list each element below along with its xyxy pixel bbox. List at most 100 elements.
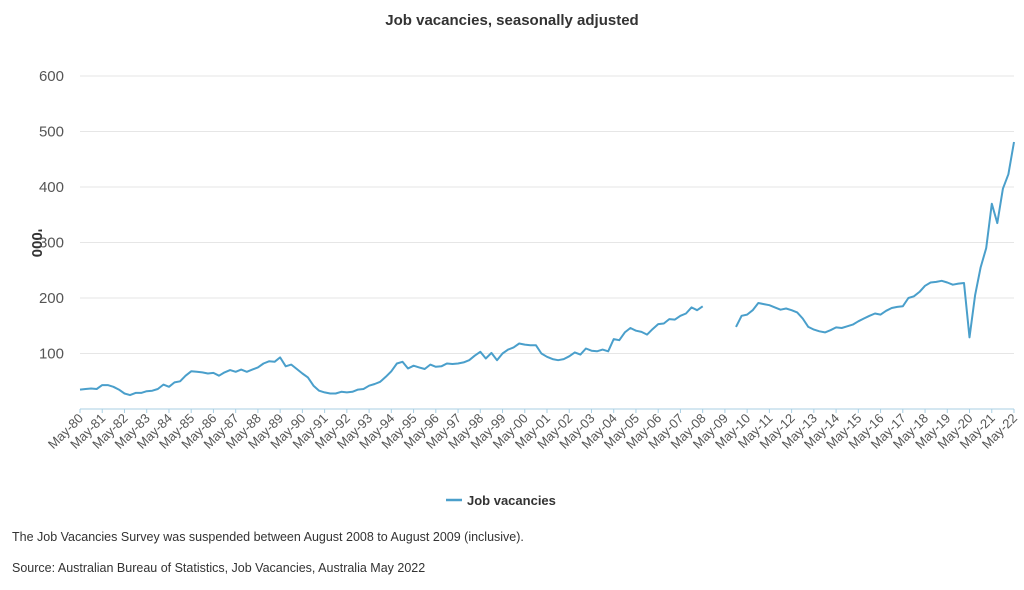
data-point[interactable] — [483, 356, 488, 361]
data-point[interactable] — [172, 380, 177, 385]
data-point[interactable] — [495, 358, 500, 363]
data-point[interactable] — [828, 328, 833, 333]
data-point[interactable] — [100, 383, 105, 388]
data-point[interactable] — [467, 358, 472, 363]
data-point[interactable] — [923, 283, 928, 288]
data-point[interactable] — [800, 316, 805, 321]
data-point[interactable] — [122, 391, 127, 396]
data-point[interactable] — [639, 329, 644, 334]
data-point[interactable] — [778, 307, 783, 312]
data-point[interactable] — [472, 353, 477, 358]
data-point[interactable] — [950, 282, 955, 287]
data-point[interactable] — [89, 386, 94, 391]
data-point[interactable] — [133, 390, 138, 395]
data-point[interactable] — [167, 384, 172, 389]
data-point[interactable] — [450, 362, 455, 367]
data-point[interactable] — [650, 327, 655, 332]
data-point[interactable] — [795, 310, 800, 315]
data-point[interactable] — [433, 364, 438, 369]
data-point[interactable] — [834, 325, 839, 330]
data-point[interactable] — [895, 304, 900, 309]
data-point[interactable] — [83, 387, 88, 392]
data-point[interactable] — [572, 350, 577, 355]
data-point[interactable] — [144, 389, 149, 394]
data-point[interactable] — [255, 365, 260, 370]
data-point[interactable] — [628, 326, 633, 331]
data-point[interactable] — [456, 361, 461, 366]
data-point[interactable] — [989, 201, 994, 206]
data-point[interactable] — [444, 361, 449, 366]
data-point[interactable] — [617, 338, 622, 343]
data-point[interactable] — [867, 313, 872, 318]
data-point[interactable] — [211, 370, 216, 375]
data-point[interactable] — [94, 387, 99, 392]
data-point[interactable] — [1000, 186, 1005, 191]
data-point[interactable] — [528, 343, 533, 348]
data-point[interactable] — [678, 313, 683, 318]
data-point[interactable] — [645, 332, 650, 337]
data-point[interactable] — [550, 357, 555, 362]
data-point[interactable] — [823, 330, 828, 335]
data-point[interactable] — [317, 388, 322, 393]
data-point[interactable] — [278, 355, 283, 360]
data-point[interactable] — [356, 387, 361, 392]
data-point[interactable] — [111, 384, 116, 389]
data-point[interactable] — [811, 327, 816, 332]
data-point[interactable] — [139, 390, 144, 395]
data-point[interactable] — [684, 311, 689, 316]
data-point[interactable] — [817, 329, 822, 334]
data-point[interactable] — [845, 324, 850, 329]
data-point[interactable] — [422, 367, 427, 372]
data-point[interactable] — [150, 388, 155, 393]
data-point[interactable] — [734, 324, 739, 329]
data-point[interactable] — [294, 367, 299, 372]
data-point[interactable] — [595, 349, 600, 354]
data-point[interactable] — [600, 347, 605, 352]
data-point[interactable] — [884, 308, 889, 313]
data-point[interactable] — [750, 308, 755, 313]
data-point[interactable] — [1012, 140, 1017, 145]
data-point[interactable] — [183, 373, 188, 378]
data-point[interactable] — [272, 359, 277, 364]
data-point[interactable] — [533, 343, 538, 348]
data-point[interactable] — [861, 316, 866, 321]
data-point[interactable] — [873, 311, 878, 316]
data-point[interactable] — [561, 357, 566, 362]
data-point[interactable] — [428, 362, 433, 367]
data-point[interactable] — [839, 326, 844, 331]
data-point[interactable] — [973, 293, 978, 298]
data-point[interactable] — [956, 281, 961, 286]
legend[interactable]: Job vacancies — [446, 493, 556, 508]
data-point[interactable] — [522, 342, 527, 347]
data-point[interactable] — [261, 361, 266, 366]
data-point[interactable] — [589, 348, 594, 353]
data-point[interactable] — [511, 345, 516, 350]
data-point[interactable] — [539, 351, 544, 356]
data-point[interactable] — [228, 368, 233, 373]
data-point[interactable] — [372, 382, 377, 387]
data-point[interactable] — [634, 328, 639, 333]
data-point[interactable] — [661, 321, 666, 326]
data-point[interactable] — [78, 387, 83, 392]
data-point[interactable] — [406, 366, 411, 371]
data-point[interactable] — [200, 370, 205, 375]
data-point[interactable] — [194, 369, 199, 374]
data-point[interactable] — [367, 383, 372, 388]
data-point[interactable] — [361, 387, 366, 392]
data-point[interactable] — [583, 346, 588, 351]
data-point[interactable] — [761, 302, 766, 307]
series-job-vacancies[interactable] — [78, 140, 1017, 398]
data-point[interactable] — [622, 330, 627, 335]
data-point[interactable] — [962, 281, 967, 286]
data-point[interactable] — [161, 382, 166, 387]
data-point[interactable] — [756, 301, 761, 306]
data-point[interactable] — [222, 370, 227, 375]
data-point[interactable] — [400, 359, 405, 364]
data-point[interactable] — [205, 371, 210, 376]
data-point[interactable] — [350, 389, 355, 394]
data-point[interactable] — [934, 279, 939, 284]
data-point[interactable] — [333, 391, 338, 396]
data-point[interactable] — [517, 341, 522, 346]
data-point[interactable] — [995, 221, 1000, 226]
data-point[interactable] — [394, 361, 399, 366]
